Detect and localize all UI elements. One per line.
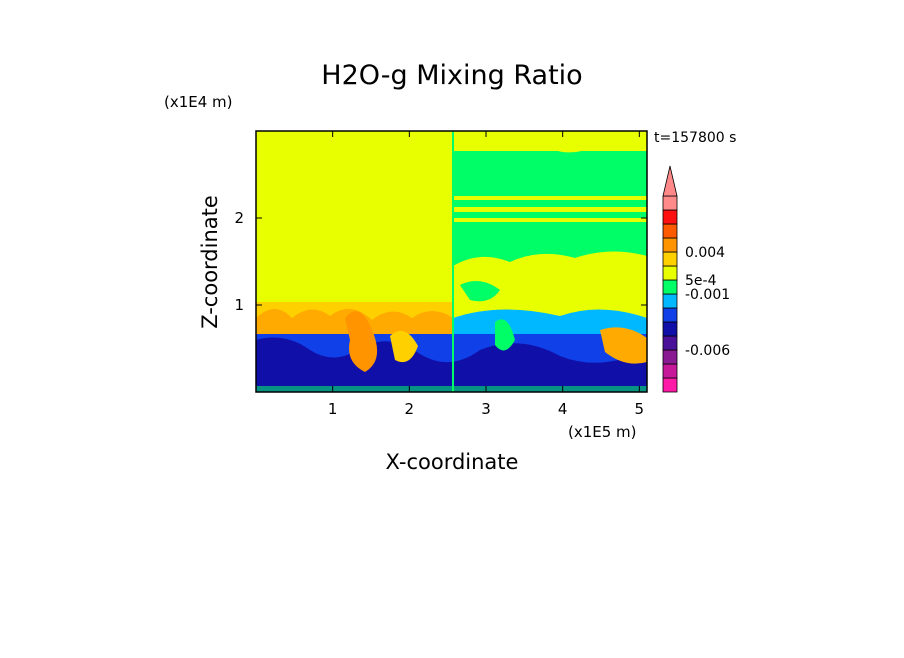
band-3 [453,218,647,222]
colorbar-tick-label: 0.004 [685,245,725,261]
colorbar [662,165,678,393]
colorbar-segment [662,307,678,323]
chart-title: H2O-g Mixing Ratio [321,60,582,91]
x-tick-label: 2 [405,400,415,418]
colorbar-labels: 0.004 5e-4-0.001 -0.006 [685,245,730,359]
x-tick-label: 4 [558,400,568,418]
colorbar-segment [662,363,678,379]
plot-frame [255,130,648,393]
convective-plume-4 [495,319,515,351]
colorbar-extend-arrow [662,165,678,197]
x-tick-label: 5 [635,400,645,418]
colorbar-segment [662,195,678,211]
surface-noise [256,386,647,392]
y-unit-label: (x1E4 m) [164,93,233,111]
colorbar-segment [662,251,678,267]
x-tick-label: 3 [481,400,491,418]
band-2 [453,207,647,212]
colorbar-segment [662,279,678,295]
y-axis-title: Z-coordinate [198,195,222,329]
x-axis-ticks: 1 2 3 4 5 [328,131,644,418]
colorbar-segment [662,223,678,239]
heatmap-field [256,131,647,392]
x-axis-title: X-coordinate [386,450,519,474]
colorbar-segment [662,335,678,351]
region-right-blobs [470,131,647,153]
colorbar-segment [662,321,678,337]
y-axis-ticks: 12 [234,209,647,314]
convective-plume-2 [390,330,418,363]
colorbar-segment [662,293,678,309]
convective-plume-1 [345,311,378,372]
time-label: t=157800 s [654,130,736,146]
convective-plume-3 [600,327,647,364]
colorbar-tick-label: 5e-4 [685,273,717,289]
colorbar-tick-label: -0.001 [685,287,730,303]
band-1 [453,196,647,200]
region-right-green-patch [460,281,500,302]
colorbar-segment [662,265,678,281]
x-unit-label: (x1E5 m) [568,423,637,441]
region-left-yellow [256,131,453,306]
colorbar-segment [662,237,678,253]
colorbar-tick-label: -0.006 [685,343,730,359]
x-tick-label: 1 [328,400,338,418]
colorbar-segment [662,377,678,393]
colorbar-segment [662,209,678,225]
region-lower-deep-blue [256,337,647,392]
y-tick-label: 1 [234,296,244,314]
colorbar-segment [662,349,678,365]
y-tick-label: 2 [234,209,244,227]
